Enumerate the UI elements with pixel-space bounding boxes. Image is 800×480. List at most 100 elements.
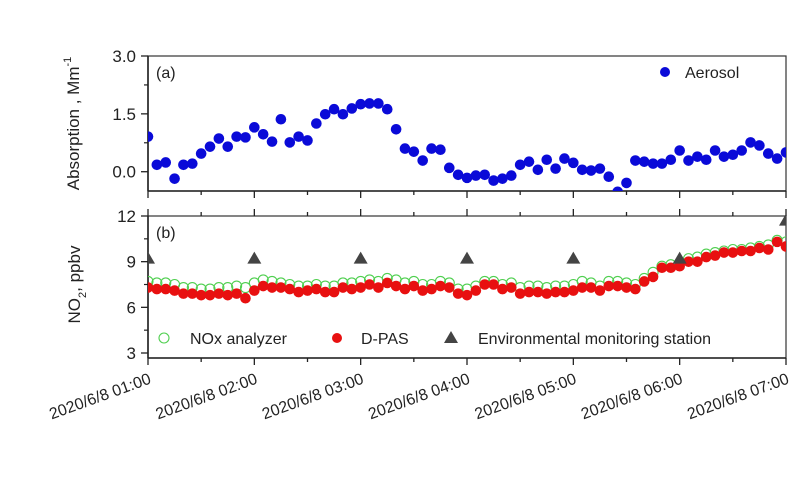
data-point	[523, 286, 535, 298]
data-point	[346, 103, 358, 114]
data-point	[656, 158, 668, 169]
data-point	[364, 279, 375, 290]
data-point	[328, 103, 340, 115]
data-point	[364, 98, 375, 109]
panel-label: (a)	[156, 65, 176, 82]
data-point	[700, 251, 712, 263]
panel-a-aerosol-absorption: 3.0 1.5 0.0 (a) Absorption , Mm-1 Aerosol	[62, 47, 787, 198]
data-point	[594, 285, 606, 296]
data-point	[672, 251, 687, 264]
x-axis: 2020/6/8 01:00 2020/6/8 02:00 2020/6/8 03:…	[47, 371, 791, 424]
data-point	[417, 285, 428, 296]
data-point	[426, 283, 437, 295]
data-point	[754, 140, 765, 151]
data-point	[683, 256, 694, 267]
data-point	[399, 283, 411, 295]
data-point	[148, 275, 154, 288]
data-point	[195, 148, 207, 159]
data-point	[683, 155, 694, 166]
data-point	[408, 146, 420, 157]
data-point	[390, 280, 402, 292]
data-point	[148, 251, 155, 264]
data-point	[319, 108, 331, 120]
legend-label: D-PAS	[361, 331, 409, 348]
data-point	[576, 282, 588, 293]
legend-label-aerosol: Aerosol	[685, 65, 739, 82]
data-point	[488, 175, 499, 186]
data-point	[727, 149, 739, 161]
data-point	[745, 245, 756, 257]
y-tick-label: 3.0	[112, 47, 136, 66]
data-point	[390, 123, 402, 135]
data-point	[771, 236, 783, 248]
data-point	[148, 282, 154, 293]
data-point	[638, 156, 650, 167]
data-point	[709, 250, 721, 261]
data-point	[443, 162, 455, 174]
data-point	[408, 280, 420, 292]
data-point	[373, 98, 384, 109]
data-point	[541, 288, 553, 299]
data-point	[460, 251, 474, 264]
data-point	[151, 159, 163, 171]
data-point	[656, 262, 668, 274]
data-point	[470, 285, 482, 296]
legend-marker-aerosol	[660, 67, 670, 77]
data-point	[355, 282, 366, 293]
data-point	[647, 271, 659, 283]
panel-b-no2: 12 9 6 3 (b) NO2, ppbv NOx analyzer D-PAS Enviro…	[65, 207, 787, 365]
data-point	[257, 129, 269, 140]
y-label-text: Absorption , Mm	[64, 67, 83, 191]
legend: Aerosol	[660, 65, 739, 82]
data-point	[311, 118, 322, 129]
data-point	[700, 154, 712, 166]
data-point	[231, 131, 242, 142]
data-point	[612, 186, 623, 191]
data-point	[497, 283, 508, 295]
data-point	[762, 148, 774, 159]
data-point	[178, 288, 189, 299]
data-point	[443, 282, 455, 293]
panel-label: (b)	[156, 225, 176, 242]
y-label-suffix: , ppbv	[65, 245, 84, 292]
series-d-pas	[148, 236, 786, 304]
data-point	[514, 288, 526, 299]
data-point	[275, 113, 287, 125]
data-point	[204, 289, 216, 301]
data-point	[178, 159, 189, 171]
data-point	[506, 282, 517, 293]
y-tick-label: 12	[117, 207, 136, 226]
series-aerosol	[148, 98, 786, 191]
data-point	[621, 282, 632, 293]
data-point	[195, 289, 207, 301]
data-point	[506, 170, 517, 181]
data-point	[266, 136, 278, 147]
legend-marker	[332, 333, 342, 343]
data-point	[417, 155, 428, 166]
y-tick-label: 9	[127, 253, 136, 272]
data-point	[576, 164, 588, 176]
y-label-subscript: 2	[77, 292, 89, 298]
data-point	[461, 172, 473, 184]
data-point	[762, 244, 774, 255]
data-point	[222, 289, 234, 301]
data-point	[638, 276, 650, 287]
legend: NOx analyzer D-PAS Environmental monitorin…	[158, 331, 711, 348]
data-point	[151, 283, 163, 295]
data-point	[532, 286, 544, 298]
data-point	[736, 245, 747, 257]
data-point	[630, 283, 641, 295]
data-point	[213, 133, 225, 144]
data-point	[284, 283, 296, 295]
data-point	[585, 282, 597, 293]
data-point	[559, 153, 570, 164]
data-point	[275, 282, 287, 293]
data-point	[284, 137, 296, 148]
x-tick-label: 2020/6/8 05:00	[473, 371, 579, 424]
data-point	[148, 131, 154, 142]
y-label-superscript: -1	[62, 57, 74, 67]
data-point	[169, 285, 180, 296]
x-tick-label: 2020/6/8 03:00	[260, 371, 366, 424]
legend-label: Environmental monitoring station	[478, 331, 711, 348]
data-point	[435, 144, 446, 156]
